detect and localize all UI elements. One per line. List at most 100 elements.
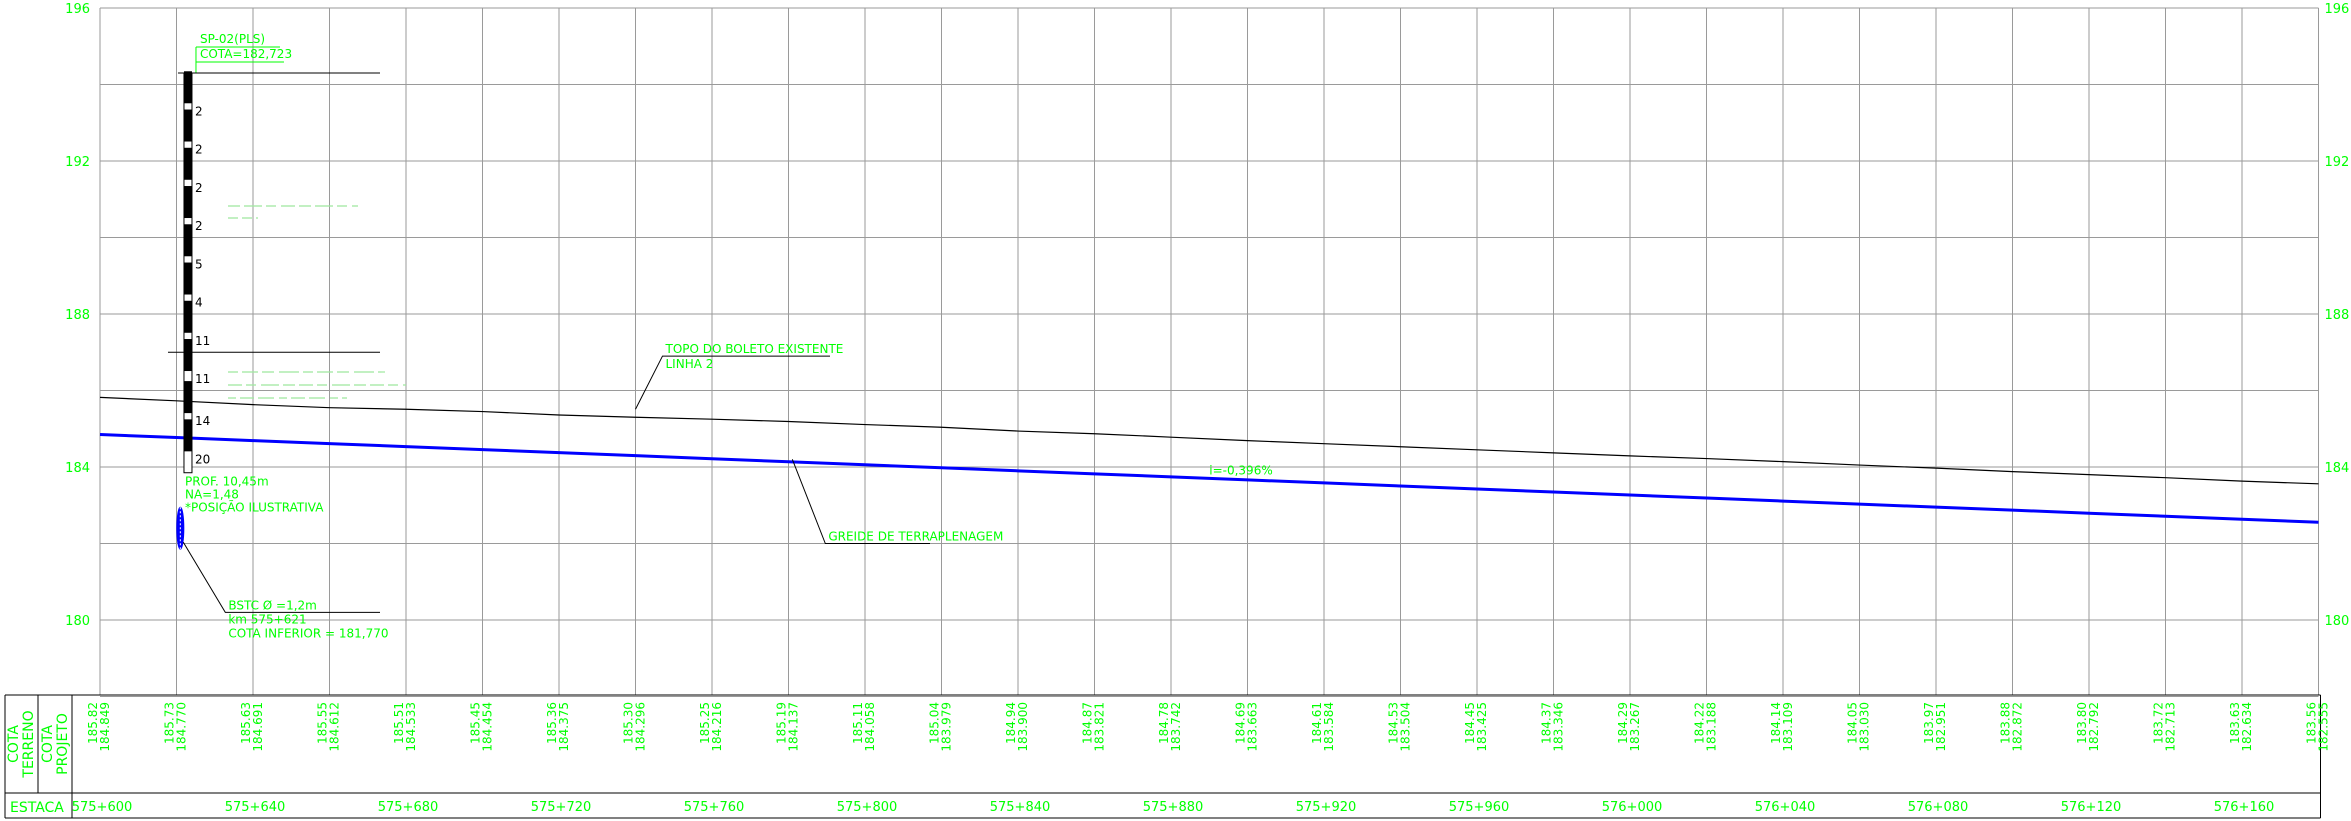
borehole-sp02: SP-02(PLS) COTA=182,723 2 2 2 2 5 4 11 11 14 20 P… [167,32,406,515]
cota-terreno-value: 184.14 [1769,702,1783,744]
borehole-position-note: *POSIÇÃO ILUSTRATIVA [185,500,324,515]
borehole-sample-block [183,147,192,180]
cota-terreno-value: 185.73 [163,702,177,744]
cota-terreno-value: 185.45 [469,702,483,744]
cota-projeto-value: 183.979 [940,702,954,752]
stratum-description-lower [228,371,406,399]
estaca-label-value: 576+080 [1908,800,1969,815]
y-tick-label-right: 180 [2325,614,2350,629]
band-frame [4,694,2321,819]
cota-terreno-value: 184.61 [1310,702,1324,744]
borehole-water-level: NA=1,48 [185,488,239,502]
cota-projeto-value: 184.533 [404,702,418,752]
borehole-depth: PROF. 10,45m [185,475,269,489]
grade-slope-label: i=-0,396% [1209,464,1272,478]
borehole-spt-value: 14 [195,414,210,428]
cota-terreno-value: 185.30 [622,702,636,744]
borehole-cota: COTA=182,723 [200,47,292,61]
estaca-label-value: 576+000 [1602,800,1663,815]
estaca-label-value: 575+640 [225,800,286,815]
borehole-sample-blocks [183,71,192,452]
grade-leader-line [791,459,930,544]
existing-rail-label: TOPO DO BOLETO EXISTENTE [665,342,844,356]
cota-terreno-value: 185.82 [86,702,100,744]
y-tick-label-right: 196 [2325,2,2350,17]
y-tick-label-right: 188 [2325,308,2350,323]
cota-terreno-value: 185.25 [698,702,712,744]
estaca-label-value: 576+040 [1755,800,1816,815]
borehole-spt-value: 11 [195,334,210,348]
cota-terreno-value: 185.55 [316,702,330,744]
cota-terreno-value: 184.53 [1387,702,1401,744]
cota-terreno-value: 184.22 [1693,702,1707,744]
borehole-spt-value: 11 [195,372,210,386]
earthwork-grade-series [99,433,2319,524]
profile-data-band: COTA TERRENO COTA PROJETO ESTACA 185.821… [4,694,2331,819]
cota-terreno-label-line1: COTA [6,725,22,763]
estaca-label-value: 576+120 [2061,800,2122,815]
existing-rail-line-number: LINHA 2 [666,357,714,371]
estaca-label-value: 575+880 [1143,800,1204,815]
culvert-diameter-label: BSTC Ø =1,2m [228,598,317,612]
cota-projeto-value: 183.742 [1169,702,1183,752]
borehole-sample-block [183,381,192,414]
borehole-spt-value: 4 [195,296,203,310]
cota-terreno-value: 184.69 [1234,702,1248,744]
cota-terreno-value: 185.19 [775,702,789,744]
culvert-km-label: km 575+621 [228,612,306,626]
estaca-label-value: 575+960 [1449,800,1510,815]
existing-rail-top-line [99,396,2319,485]
cota-terreno-value: 184.29 [1616,702,1630,744]
cota-projeto-value: 184.137 [787,702,801,752]
estaca-label-value: 575+920 [1296,800,1357,815]
borehole-sample-block [183,419,192,452]
y-tick-label-left: 196 [65,2,90,17]
y-axis-right: 196 192 188 184 180 [2325,2,2350,629]
stratum-description-upper [228,205,358,219]
borehole-spt-values: 2 2 2 2 5 4 11 11 14 20 [195,104,210,466]
cota-projeto-value: 183.425 [1475,702,1489,752]
estaca-label-value: 575+840 [990,800,1051,815]
cota-projeto-value: 183.267 [1628,702,1642,752]
borehole-spt-value: 20 [195,452,210,466]
culvert-bstc: BSTC Ø =1,2m km 575+621 COTA INFERIOR = … [176,506,389,640]
cota-terreno-value: 185.63 [239,702,253,744]
cota-projeto-value: 183.188 [1705,702,1719,752]
cota-terreno-value: 184.94 [1004,702,1018,744]
cota-projeto-value: 182.634 [2240,702,2254,752]
cota-projeto-value: 184.612 [328,702,342,752]
y-tick-label-left: 188 [65,308,90,323]
cota-projeto-value: 184.216 [710,702,724,752]
existing-rail-leader-line [635,355,830,410]
y-tick-label-left: 180 [65,614,90,629]
borehole-sample-block [183,71,192,104]
cota-terreno-value: 183.80 [2075,702,2089,744]
cota-projeto-value: 184.058 [863,702,877,752]
cota-projeto-value: 183.109 [1781,702,1795,752]
cota-projeto-value: 182.792 [2087,702,2101,752]
grade-label: GREIDE DE TERRAPLENAGEM [828,530,1003,544]
grade-annotation: GREIDE DE TERRAPLENAGEM [791,459,1003,544]
cota-terreno-value: 185.51 [392,702,406,744]
cota-projeto-value: 182.872 [2011,702,2025,752]
estaca-label-value: 575+800 [837,800,898,815]
borehole-sample-block [183,224,192,257]
cota-projeto-value: 184.296 [634,702,648,752]
borehole-name: SP-02(PLS) [200,32,265,46]
cota-projeto-value: 184.375 [557,702,571,752]
borehole-spt-value: 2 [195,219,203,233]
y-tick-label-right: 192 [2325,155,2350,170]
cota-terreno-value: 184.05 [1846,702,1860,744]
cota-projeto-value: 182.951 [1934,702,1948,752]
y-tick-label-right: 184 [2325,461,2350,476]
estaca-label-value: 575+600 [72,800,133,815]
culvert-invert-label: COTA INFERIOR = 181,770 [228,626,388,640]
cota-terreno-value: 185.04 [928,702,942,744]
cota-projeto-value: 184.454 [481,702,495,752]
estaca-label-value: 575+720 [531,800,592,815]
estaca-label-value: 576+160 [2214,800,2275,815]
cota-terreno-value: 183.97 [1922,702,1936,744]
